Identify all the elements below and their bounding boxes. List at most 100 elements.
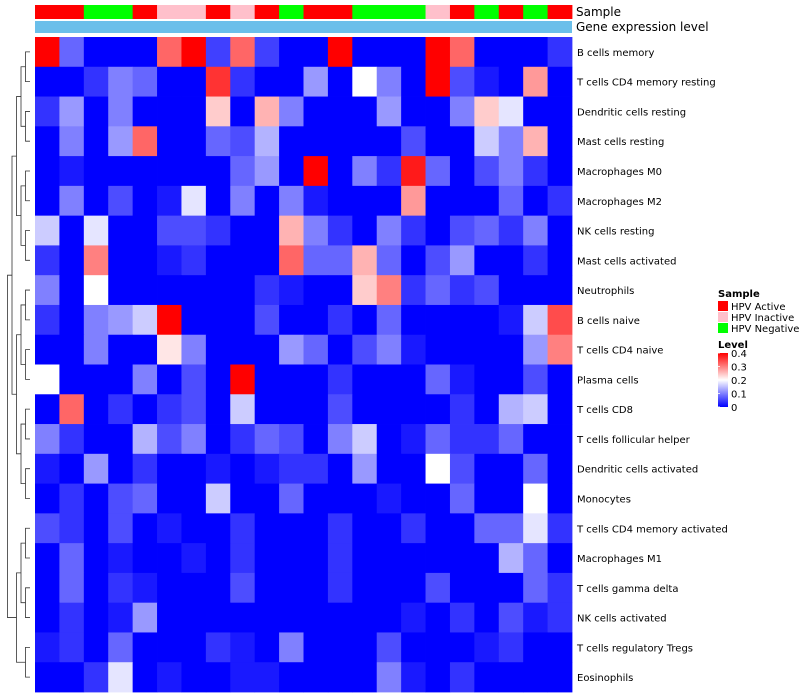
heatmap-cell: [523, 394, 548, 425]
heatmap-cell: [181, 156, 207, 187]
heatmap-cell: [352, 37, 378, 68]
heatmap-cell: [279, 245, 304, 276]
heatmap-cell: [303, 66, 329, 97]
row-label: T cells follicular helper: [576, 435, 691, 446]
heatmap-cell: [83, 483, 109, 514]
heatmap-cell: [230, 245, 256, 276]
heatmap-cell: [35, 156, 60, 187]
heatmap-cell: [181, 66, 207, 97]
heatmap-cell: [35, 334, 60, 365]
heatmap-cell: [401, 602, 426, 633]
heatmap-cell: [449, 156, 475, 187]
heatmap-cell: [157, 632, 182, 663]
heatmap-cell: [327, 304, 353, 336]
heatmap-cell: [547, 394, 573, 425]
heatmap-cell: [205, 66, 231, 97]
heatmap-cell: [376, 632, 402, 663]
heatmap-cell: [35, 572, 60, 604]
annotation-label-sample: Sample: [576, 5, 621, 19]
heatmap-cell: [547, 215, 573, 246]
heatmap-cell: [547, 275, 573, 306]
heatmap-cell: [547, 662, 573, 693]
heatmap-cell: [83, 662, 109, 693]
heatmap-cell: [449, 364, 475, 395]
heatmap-cell: [59, 483, 85, 514]
heatmap-cell: [327, 453, 353, 484]
legend-level-label: 0.2: [731, 376, 747, 387]
heatmap-cell: [376, 245, 402, 276]
heatmap-cell: [498, 275, 524, 306]
heatmap-cell: [83, 394, 109, 425]
sample-annotation-cell: [205, 5, 231, 19]
heatmap-cell: [181, 394, 207, 425]
heatmap-cell: [157, 394, 182, 425]
sample-annotation-cell: [303, 5, 329, 19]
heatmap-cell: [279, 126, 304, 157]
heatmap-cell: [83, 275, 109, 306]
row-dendrogram: [7, 51, 30, 678]
dendrogram-branch: [25, 349, 30, 380]
heatmap-cell: [547, 632, 573, 663]
heatmap-cell: [157, 245, 182, 276]
row-label: Macrophages M2: [577, 197, 662, 208]
heatmap-cell: [401, 126, 426, 157]
heatmap-cell: [547, 66, 573, 97]
heatmap-cell: [425, 394, 451, 425]
heatmap-cell: [425, 424, 451, 455]
heatmap-cell: [83, 632, 109, 663]
heatmap-cell: [35, 543, 60, 574]
heatmap-cell: [401, 453, 426, 484]
row-label: NK cells activated: [577, 614, 667, 625]
heatmap-cell: [254, 37, 280, 68]
heatmap-cell: [108, 245, 134, 276]
heatmap-cell: [205, 126, 231, 157]
legend-sample-label: HPV Active: [731, 302, 786, 313]
heatmap-cell: [132, 662, 158, 693]
heatmap-cell: [352, 275, 378, 306]
heatmap-cell: [474, 513, 500, 544]
heatmap-cell: [449, 572, 475, 604]
dendrogram-branch: [16, 334, 21, 455]
heatmap-cell: [59, 394, 85, 425]
heatmap-cell: [35, 424, 60, 455]
heatmap-cell: [35, 632, 60, 663]
heatmap-cell: [303, 96, 329, 127]
heatmap-cell: [401, 304, 426, 336]
heatmap-cell: [474, 215, 500, 246]
heatmap-cell: [523, 572, 548, 604]
heatmap-cell: [401, 156, 426, 187]
heatmap-cell: [327, 334, 353, 365]
heatmap-cell: [474, 543, 500, 574]
heatmap-cell: [254, 66, 280, 97]
heatmap-cell: [157, 156, 182, 187]
heatmap-cell: [474, 572, 500, 604]
heatmap-cell: [230, 185, 256, 217]
row-label: Mast cells resting: [577, 137, 664, 148]
heatmap-cell: [132, 156, 158, 187]
heatmap-cell: [523, 96, 548, 127]
heatmap-cell: [279, 453, 304, 484]
heatmap-cell: [205, 662, 231, 693]
heatmap-cell: [254, 602, 280, 633]
sample-annotation-cell: [230, 5, 256, 19]
heatmap-cell: [474, 394, 500, 425]
legend-level-label: 0.3: [731, 363, 747, 374]
heatmap-cell: [425, 632, 451, 663]
heatmap-cell: [449, 126, 475, 157]
heatmap-cell: [230, 632, 256, 663]
heatmap-cell: [35, 483, 60, 514]
dendrogram-branch: [25, 51, 30, 83]
heatmap-cell: [108, 543, 134, 574]
row-label: T cells CD4 memory resting: [576, 78, 716, 89]
legend-level-title: Level: [718, 340, 748, 351]
heatmap-cell: [401, 275, 426, 306]
heatmap-cell: [108, 483, 134, 514]
heatmap-cell: [425, 662, 451, 693]
heatmap-cell: [157, 513, 182, 544]
heatmap-cell: [523, 185, 548, 217]
heatmap-cell: [181, 37, 207, 68]
heatmap-cell: [83, 304, 109, 336]
heatmap-cell: [181, 96, 207, 127]
legend-sample-swatch: [718, 323, 728, 333]
